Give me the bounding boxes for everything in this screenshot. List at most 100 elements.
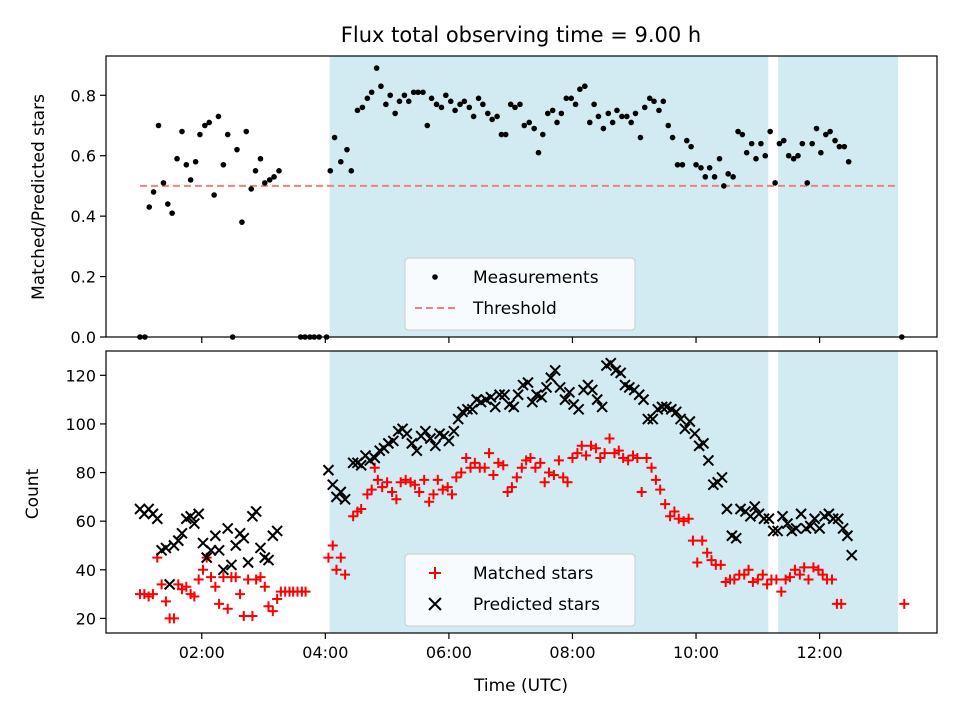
data-point (234, 146, 240, 153)
y-tick-label: 100 (65, 415, 96, 434)
data-point (568, 95, 575, 102)
data-point (721, 503, 733, 515)
x-tick-label: 10:00 (673, 643, 719, 662)
data-point (702, 547, 713, 558)
data-point (730, 532, 742, 544)
data-point (479, 462, 490, 473)
data-point (480, 101, 486, 108)
data-point (344, 146, 350, 153)
data-point (181, 581, 192, 592)
ratio-panel: 0.0 0.2 0.4 0.6 0.8 Measurements Threshold (71, 55, 938, 347)
data-point (776, 140, 783, 147)
data-point (276, 168, 282, 174)
data-point (340, 569, 351, 580)
data-point (377, 482, 388, 493)
data-point (636, 487, 647, 497)
data-point (267, 606, 278, 617)
data-point (767, 525, 779, 537)
legend-label: Measurements (473, 268, 599, 288)
data-point (591, 393, 603, 406)
data-point (784, 572, 795, 583)
data-point (368, 89, 375, 96)
data-point (424, 122, 431, 129)
legend: Matched stars Predicted stars (404, 553, 636, 627)
y-tick-label: 20 (76, 609, 96, 628)
data-point (609, 119, 616, 126)
series-matched-stars (134, 433, 910, 624)
data-point (215, 113, 222, 120)
data-point (632, 110, 639, 117)
data-point (605, 110, 612, 117)
data-point (493, 389, 506, 401)
data-point (803, 574, 814, 585)
data-point (743, 149, 750, 156)
data-point (706, 164, 713, 171)
data-point (348, 168, 355, 174)
data-point (160, 542, 172, 554)
data-point (452, 107, 458, 114)
data-point (271, 174, 277, 180)
data-point (475, 95, 482, 102)
data-point (771, 525, 784, 537)
data-point (827, 513, 839, 525)
data-point (151, 513, 163, 525)
y-tick-label: 40 (76, 561, 96, 580)
data-point (366, 484, 377, 495)
data-point (721, 183, 727, 189)
data-point (498, 460, 509, 471)
data-point (489, 401, 501, 413)
data-point (762, 152, 769, 159)
data-point (521, 122, 528, 129)
data-point (415, 89, 421, 96)
data-point (697, 437, 710, 450)
data-point (248, 186, 254, 192)
data-point (163, 578, 176, 591)
data-point (729, 574, 740, 585)
data-point (189, 591, 200, 602)
data-point (790, 522, 802, 535)
data-point (549, 107, 556, 114)
data-point (535, 457, 546, 468)
data-point (623, 455, 634, 466)
data-point (387, 435, 400, 447)
data-point (469, 457, 480, 468)
data-point (549, 364, 561, 377)
data-point (674, 413, 687, 425)
legend-marker (432, 274, 438, 280)
legend-box (404, 553, 636, 627)
data-point (836, 143, 843, 150)
data-point (832, 137, 838, 144)
data-point (637, 134, 644, 141)
data-point (419, 425, 432, 437)
data-point (213, 544, 225, 557)
legend-marker (428, 597, 442, 611)
data-point (242, 556, 254, 569)
data-point (339, 493, 351, 506)
data-point (470, 113, 477, 120)
data-point (600, 125, 607, 132)
data-point (164, 201, 171, 207)
data-point (548, 469, 559, 480)
data-point (489, 116, 495, 123)
data-point (591, 101, 597, 108)
data-point (443, 435, 455, 447)
data-point (160, 596, 171, 607)
data-point (669, 134, 676, 141)
data-point (628, 119, 634, 126)
data-point (485, 110, 491, 117)
data-point (517, 101, 523, 108)
data-point (300, 586, 311, 597)
data-point (168, 613, 179, 624)
data-point (184, 510, 197, 523)
plot-frame (105, 350, 938, 634)
data-point (567, 452, 578, 463)
data-point (488, 469, 499, 480)
data-point (420, 89, 426, 96)
data-point (813, 522, 826, 535)
data-point (355, 459, 367, 471)
legend-label: Matched stars (473, 564, 593, 584)
data-point (689, 427, 701, 440)
data-point (545, 372, 557, 384)
data-point (183, 161, 190, 168)
data-point (511, 472, 522, 483)
